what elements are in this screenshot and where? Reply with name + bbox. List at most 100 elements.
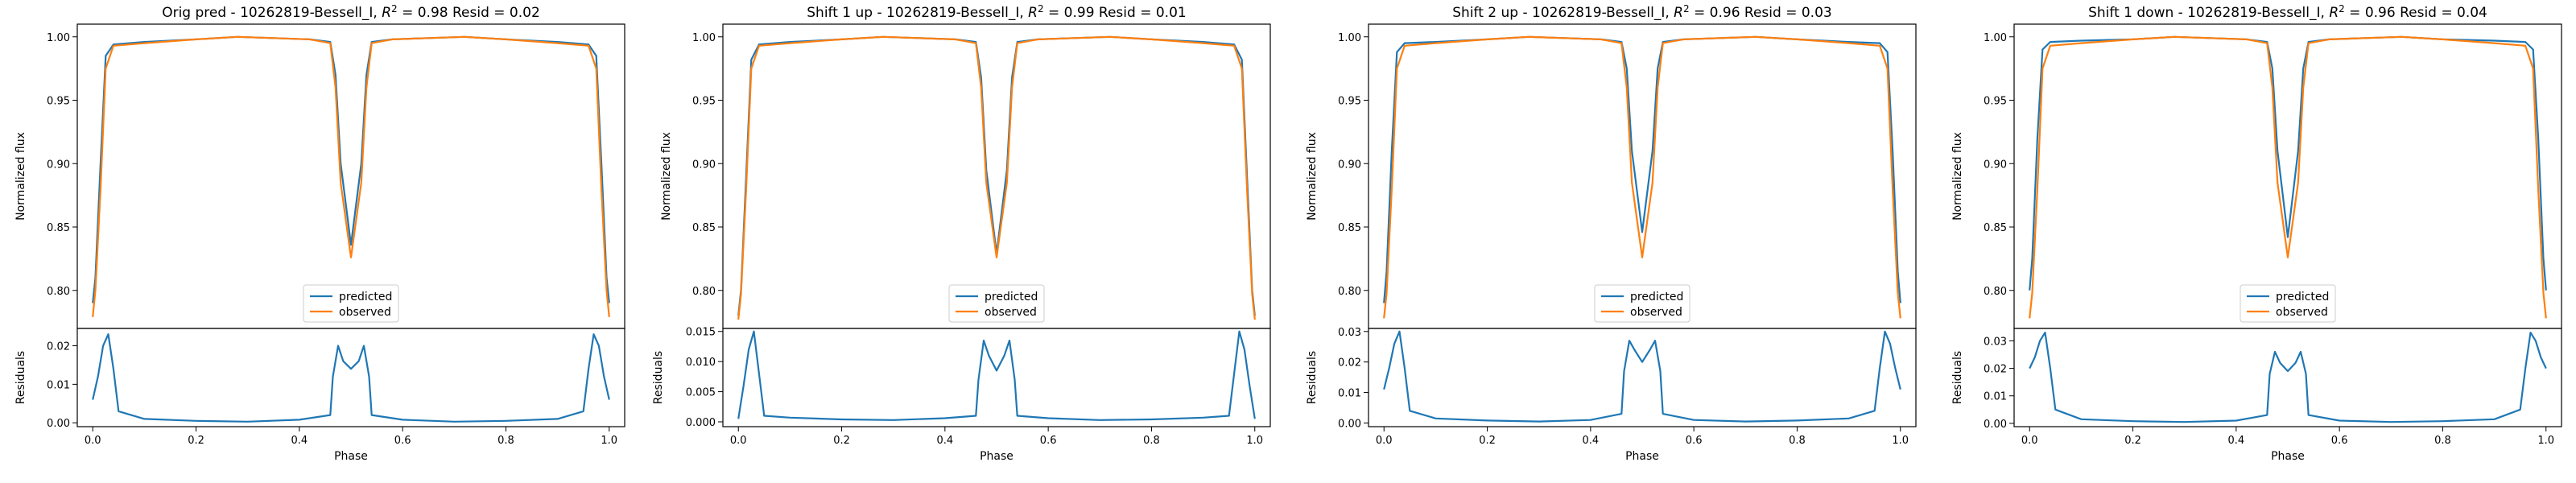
flux-axes-frame — [722, 23, 1271, 329]
resid-tick-label: 0.02 — [1338, 357, 1361, 369]
x-tick-label: 1.0 — [2537, 435, 2554, 447]
resid-value: 0.04 — [2457, 5, 2487, 21]
series-line-observed — [1383, 35, 1901, 319]
y-axis-label: Normalized flux — [14, 132, 27, 221]
title-prefix: Shift 2 up - 10262819-Bessell_I, — [1452, 5, 1674, 21]
y-axis-label: Normalized flux — [1306, 132, 1319, 221]
resid-tick-label: 0.005 — [686, 387, 716, 399]
r2-symbol: R — [2329, 5, 2339, 21]
legend-box — [2240, 284, 2336, 323]
chart-title: Orig pred - 10262819-Bessell_I, R2 = 0.9… — [162, 3, 540, 21]
legend-box — [948, 284, 1045, 323]
resid-tick-label: 0.015 — [686, 327, 716, 339]
r2-symbol: R — [382, 5, 391, 21]
y-tick-label: 1.00 — [692, 32, 716, 44]
x-tick-label: 0.0 — [730, 435, 747, 447]
y-tick-label: 1.00 — [1338, 32, 1361, 44]
flux-axes-frame — [76, 23, 625, 329]
residual-axis-label: Residuals — [652, 351, 665, 404]
x-tick-label: 0.6 — [2331, 435, 2348, 447]
x-tick-label: 0.0 — [1376, 435, 1393, 447]
title-prefix: Shift 1 up - 10262819-Bessell_I, — [807, 5, 1028, 21]
resid-label: Resid = — [2396, 5, 2457, 21]
legend-label-predicted: predicted — [339, 291, 392, 303]
y-tick-label: 0.90 — [1984, 159, 2007, 171]
chart-title: Shift 1 up - 10262819-Bessell_I, R2 = 0.… — [807, 3, 1186, 21]
resid-tick-label: 0.03 — [1984, 336, 2007, 348]
residual-line — [92, 333, 610, 423]
r2-value: = 0.96 — [1690, 5, 1740, 21]
legend-label-observed: observed — [985, 306, 1037, 319]
residual-line — [737, 330, 1256, 421]
resid-value: 0.03 — [1802, 5, 1832, 21]
resid-label: Resid = — [1740, 5, 1802, 21]
flux-axes-frame — [1368, 23, 1917, 329]
resid-tick-label: 0.02 — [47, 341, 70, 353]
chart-panel-3: Shift 2 up - 10262819-Bessell_I, R2 = 0.… — [1306, 3, 1917, 463]
series-line-predicted — [2029, 35, 2547, 291]
x-tick-label: 0.6 — [1040, 435, 1057, 447]
y-tick-label: 0.85 — [1338, 222, 1361, 234]
legend-label-predicted: predicted — [2276, 291, 2329, 303]
x-axis-label: Phase — [2271, 450, 2305, 463]
x-tick-label: 0.8 — [1789, 435, 1806, 447]
residual-axes-frame — [76, 328, 625, 427]
residual-axes-frame — [2013, 328, 2562, 427]
legend-label-observed: observed — [339, 306, 391, 319]
r2-superscript: 2 — [2339, 3, 2345, 14]
r2-superscript: 2 — [1038, 3, 1044, 14]
series-line-predicted — [92, 35, 610, 303]
resid-tick-label: 0.010 — [686, 357, 716, 369]
y-tick-label: 0.80 — [1984, 286, 2007, 298]
y-tick-label: 0.85 — [47, 222, 70, 234]
x-tick-label: 0.6 — [394, 435, 411, 447]
x-tick-label: 1.0 — [1892, 435, 1909, 447]
y-tick-label: 1.00 — [47, 32, 70, 44]
x-tick-label: 0.2 — [833, 435, 850, 447]
resid-tick-label: 0.02 — [1984, 364, 2007, 376]
x-tick-label: 0.6 — [1686, 435, 1703, 447]
x-tick-label: 0.8 — [1143, 435, 1160, 447]
y-tick-label: 0.95 — [692, 96, 716, 108]
y-tick-label: 0.95 — [1338, 96, 1361, 108]
x-tick-label: 0.0 — [2021, 435, 2038, 447]
r2-value: = 0.98 — [398, 5, 448, 21]
x-tick-label: 0.2 — [188, 435, 204, 447]
series-line-predicted — [1383, 35, 1901, 303]
r2-superscript: 2 — [1683, 3, 1690, 14]
residual-axis-label: Residuals — [14, 351, 27, 404]
x-tick-label: 0.8 — [497, 435, 514, 447]
x-axis-label: Phase — [1625, 450, 1659, 463]
residual-axis-label: Residuals — [1306, 351, 1319, 404]
legend-label-predicted: predicted — [985, 291, 1038, 303]
resid-tick-label: 0.01 — [47, 379, 70, 391]
x-tick-label: 0.2 — [1479, 435, 1496, 447]
x-axis-label: Phase — [334, 450, 368, 463]
legend-box — [1594, 284, 1690, 323]
y-axis-label: Normalized flux — [1951, 132, 1964, 221]
x-tick-label: 0.2 — [2124, 435, 2141, 447]
chart-panel-4: Shift 1 down - 10262819-Bessell_I, R2 = … — [1951, 3, 2562, 463]
title-prefix: Shift 1 down - 10262819-Bessell_I, — [2088, 5, 2329, 21]
x-tick-label: 0.4 — [2228, 435, 2245, 447]
chart-panel-1: Orig pred - 10262819-Bessell_I, R2 = 0.9… — [14, 3, 625, 463]
residual-axis-label: Residuals — [1951, 351, 1964, 404]
x-tick-label: 0.0 — [85, 435, 101, 447]
residual-axes-frame — [1368, 328, 1917, 427]
series-line-observed — [92, 35, 610, 317]
legend: predicted observed — [2240, 284, 2336, 323]
residual-axes-frame — [722, 328, 1271, 427]
y-tick-label: 0.90 — [1338, 159, 1361, 171]
resid-value: 0.01 — [1156, 5, 1187, 21]
resid-tick-label: 0.01 — [1984, 391, 2007, 403]
legend: predicted observed — [303, 284, 399, 323]
resid-tick-label: 0.00 — [1984, 419, 2007, 431]
y-tick-label: 0.95 — [47, 96, 70, 108]
chart-title: Shift 2 up - 10262819-Bessell_I, R2 = 0.… — [1452, 3, 1831, 21]
y-tick-label: 0.90 — [47, 159, 70, 171]
title-prefix: Orig pred - 10262819-Bessell_I, — [162, 5, 382, 21]
y-axis-label: Normalized flux — [660, 132, 673, 221]
legend: predicted observed — [948, 284, 1045, 323]
flux-axes-frame — [2013, 23, 2562, 329]
